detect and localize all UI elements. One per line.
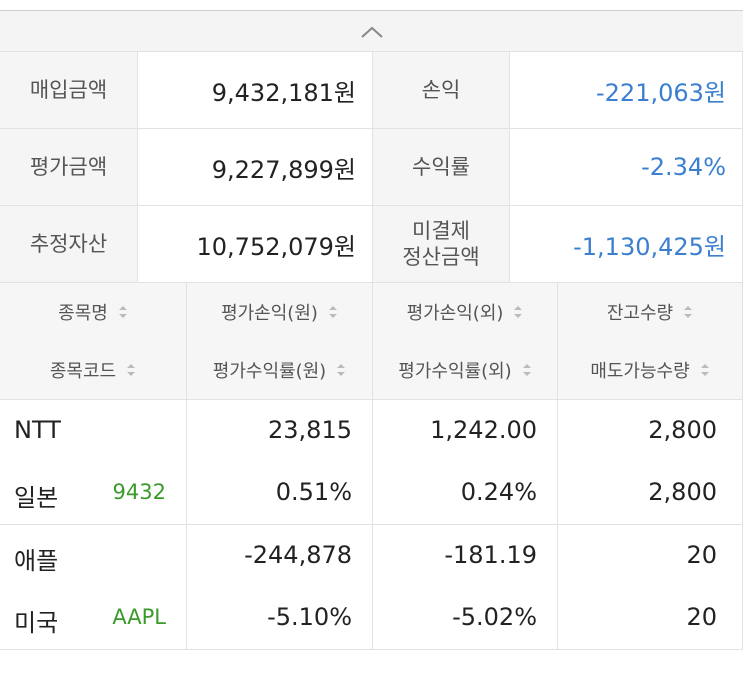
header-text: 평가수익률(외) <box>398 361 512 382</box>
holding-cell <box>187 525 373 650</box>
holding-sellable: 20 <box>686 603 717 631</box>
holding-code: 9432 <box>112 480 166 504</box>
summary-label: 미결제 정산금액 <box>373 206 510 283</box>
header-text: 매도가능수량 <box>590 361 690 382</box>
column-header[interactable]: 평가손익(외) <box>373 283 558 341</box>
column-header[interactable]: 평가수익률(외) <box>373 341 558 400</box>
summary-value: 9,432,181원 <box>138 52 373 129</box>
header-text: 종목명 <box>58 303 108 324</box>
summary-label: 평가금액 <box>0 129 138 206</box>
column-header[interactable]: 종목명 <box>0 283 187 341</box>
holding-pl-foreign: -181.19 <box>444 541 537 569</box>
holding-country: 미국 <box>14 609 59 637</box>
header-text: 평가손익(원) <box>221 303 318 324</box>
holding-quantity: 2,800 <box>648 416 717 444</box>
holding-name: 애플 <box>14 547 59 575</box>
sort-icon <box>514 306 523 318</box>
sort-icon <box>328 306 337 318</box>
column-header[interactable]: 잔고수량 <box>558 283 743 341</box>
holding-rate-krw: 0.51% <box>275 478 352 506</box>
summary-label: 수익률 <box>373 129 510 206</box>
sort-icon <box>522 364 531 376</box>
summary-label: 손익 <box>373 52 510 129</box>
holding-code: AAPL <box>112 605 166 629</box>
sort-icon <box>118 306 127 318</box>
holding-pl-foreign: 1,242.00 <box>430 416 537 444</box>
summary-label: 매입금액 <box>0 52 138 129</box>
summary-value: 10,752,079원 <box>138 206 373 283</box>
summary-value: -1,130,425원 <box>510 206 743 283</box>
holding-quantity: 20 <box>686 541 717 569</box>
sort-icon <box>127 364 136 376</box>
header-text: 잔고수량 <box>606 303 674 324</box>
column-header[interactable]: 종목코드 <box>0 341 187 400</box>
header-text: 종목코드 <box>49 361 117 382</box>
header-text: 평가손익(외) <box>406 303 504 324</box>
holding-name: NTT <box>14 416 61 444</box>
holding-rate-foreign: 0.24% <box>460 478 537 506</box>
holding-cell <box>0 400 187 525</box>
column-header[interactable]: 평가수익률(원) <box>187 341 373 400</box>
holding-pl-krw: -244,878 <box>244 541 352 569</box>
sort-icon <box>684 306 693 318</box>
holding-pl-krw: 23,815 <box>268 416 352 444</box>
summary-value: -2.34% <box>510 129 743 206</box>
summary-value: 9,227,899원 <box>138 129 373 206</box>
header-text: 평가수익률(원) <box>212 361 327 382</box>
holding-rate-foreign: -5.02% <box>452 603 537 631</box>
holding-country: 일본 <box>14 484 59 512</box>
holding-cell <box>373 525 558 650</box>
holding-cell <box>373 400 558 525</box>
column-header[interactable]: 평가손익(원) <box>187 283 373 341</box>
holding-cell <box>187 400 373 525</box>
holding-sellable: 2,800 <box>648 478 717 506</box>
holding-rate-krw: -5.10% <box>267 603 352 631</box>
column-header[interactable]: 매도가능수량 <box>558 341 743 400</box>
collapse-bar[interactable] <box>0 10 743 52</box>
summary-label: 추정자산 <box>0 206 138 283</box>
holding-cell <box>0 525 187 650</box>
collapse-icon[interactable] <box>0 11 743 51</box>
sort-icon <box>337 364 346 376</box>
summary-value: -221,063원 <box>510 52 743 129</box>
sort-icon <box>700 364 709 376</box>
